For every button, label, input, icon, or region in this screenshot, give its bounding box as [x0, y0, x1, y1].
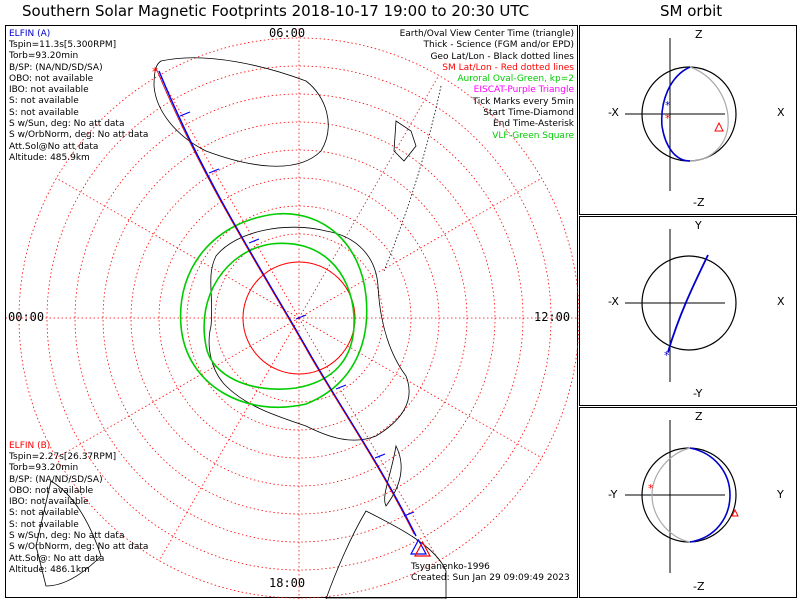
elfin-track	[158, 70, 417, 537]
time-label-right: 12:00	[534, 310, 571, 324]
elfin-b-line: B/SP: (NA/ND/SD/SA)	[9, 474, 103, 485]
elfin-a-line: S w/Sun, deg: No att data	[9, 119, 125, 130]
elfin-b-line: IBO: not available	[9, 497, 89, 508]
end-triangle-icon	[409, 538, 428, 555]
sm-orbit-title: SM orbit	[660, 2, 723, 20]
legend-item: Earth/Oval View Center Time (triangle)	[399, 29, 574, 39]
legend-item: EISCAT-Purple Triangle	[473, 85, 574, 96]
time-label-left: 00:00	[8, 310, 45, 324]
elfin-b-info: ELFIN (B) Tspin=2.27s[26.37RPM] Torb=93.…	[9, 441, 148, 576]
elfin-a-line: OBO: not available	[9, 73, 94, 84]
auroral-oval	[179, 212, 368, 409]
elfin-b-line: Altitude: 486.1km	[9, 564, 90, 575]
axis-top-label: Y	[695, 219, 702, 232]
elfin-b-line: S: not available	[9, 508, 79, 519]
sm-orbit-panel-xz: * * Z -Z -X X	[579, 25, 797, 215]
elfin-a-header: ELFIN (A)	[9, 29, 51, 39]
axis-bottom-label: -Z	[693, 196, 705, 209]
elfin-a-line: S: not available	[9, 96, 79, 107]
footprint-map-panel: * 06:00 00:00 12:00 18:00 ELFIN (A) Tspi…	[5, 25, 579, 599]
legend-item: SM Lat/Lon - Red dotted lines	[442, 62, 574, 73]
axis-left-label: -Y	[608, 488, 618, 501]
legend-item: VLF-Green Square	[492, 130, 574, 141]
elfin-b-line: Att.Sol@: No att data	[9, 553, 105, 564]
time-label-bottom: 18:00	[269, 576, 306, 590]
geo-grid-line	[383, 85, 442, 272]
axis-bottom-label: -Y	[693, 387, 703, 400]
credits: Tsyganenko-1996 Created: Sun Jan 29 09:0…	[411, 562, 570, 584]
elfin-a-line: S w/OrbNorm, deg: No att data	[9, 130, 149, 141]
track-ticks	[179, 111, 415, 517]
svg-text:*: *	[665, 112, 671, 125]
elfin-b-line: Torb=93.20min	[9, 463, 79, 474]
svg-text:*: *	[648, 482, 654, 495]
elfin-a-line: IBO: not available	[9, 85, 89, 96]
axis-right-label: Y	[777, 488, 784, 501]
elfin-b-track	[155, 67, 415, 535]
elfin-a-line: Torb=93.20min	[9, 51, 79, 62]
axis-left-label: -X	[608, 106, 619, 119]
elfin-a-info: ELFIN (A) Tspin=11.3s[5.300RPM] Torb=93.…	[9, 29, 148, 164]
footprint-map: *	[6, 26, 579, 599]
end-triangle-b-icon	[413, 540, 432, 557]
coastlines	[35, 57, 447, 599]
elfin-a-line: B/SP: (NA/ND/SD/SA)	[9, 62, 103, 73]
elfin-a-line: Tspin=11.3s[5.300RPM]	[9, 40, 117, 50]
sm-pole-circle	[242, 261, 356, 375]
legend-item: Auroral Oval-Green, kp=2	[457, 74, 574, 85]
axis-top-label: Z	[695, 28, 703, 41]
legend-item: Thick - Science (FGM and/or EPD)	[423, 40, 574, 51]
axis-right-label: X	[777, 106, 785, 119]
legend-item: Geo Lat/Lon - Black dotted lines	[430, 51, 574, 62]
credits-author: Tsyganenko-1996	[411, 562, 490, 572]
elfin-b-line: S: not available	[9, 519, 79, 530]
elfin-b-line: OBO: not available	[9, 485, 94, 496]
sm-orbit-xy-plot: *	[625, 229, 737, 382]
elfin-b-line: Tspin=2.27s[26.37RPM]	[9, 452, 117, 462]
axis-top-label: Z	[695, 410, 703, 423]
legend-item: Tick Marks every 5min	[472, 96, 574, 107]
sm-orbit-panel-yz: * Z -Z -Y Y	[579, 407, 797, 598]
sm-orbit-xz-plot: * *	[625, 38, 737, 191]
elfin-b-header: ELFIN (B)	[9, 441, 51, 451]
elfin-a-line: Altitude: 485.9km	[9, 152, 90, 163]
legend-item: End Time-Asterisk	[492, 119, 574, 130]
elfin-b-line: S w/OrbNorm, deg: No att data	[9, 542, 149, 553]
start-marker: *	[152, 65, 158, 79]
time-label-top: 06:00	[269, 26, 306, 40]
sm-grid-radials	[6, 26, 579, 599]
credits-created: Created: Sun Jan 29 09:09:49 2023	[411, 573, 570, 583]
axis-left-label: -X	[608, 295, 619, 308]
svg-text:*: *	[665, 99, 671, 112]
svg-text:*: *	[664, 349, 670, 362]
axis-right-label: X	[777, 295, 785, 308]
elfin-b-line: S w/Sun, deg: No att data	[9, 531, 125, 542]
elfin-a-line: Att.Sol@No att data	[9, 141, 99, 152]
sm-orbit-yz-plot: *	[625, 420, 739, 573]
map-legend: Earth/Oval View Center Time (triangle) T…	[400, 29, 574, 142]
sm-orbit-panel-xy: * Y -Y -X X	[579, 216, 797, 406]
axis-bottom-label: -Z	[693, 580, 705, 593]
elfin-a-line: S: not available	[9, 107, 79, 118]
legend-item: Start Time-Diamond	[483, 108, 574, 119]
plot-title: Southern Solar Magnetic Footprints 2018-…	[22, 2, 530, 20]
